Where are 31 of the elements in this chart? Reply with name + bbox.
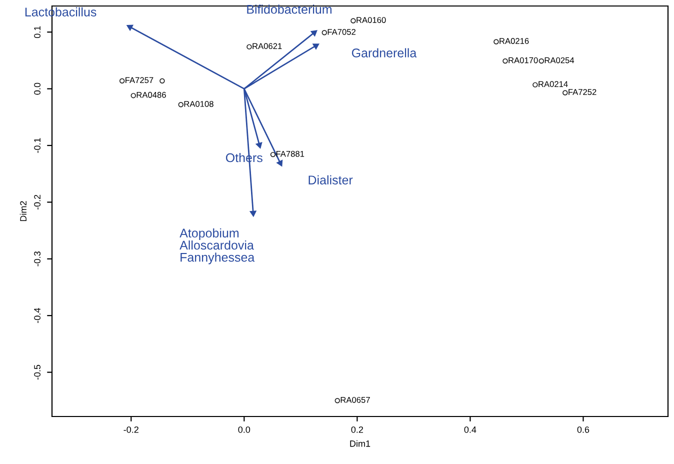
data-label: RA0621 — [252, 43, 282, 50]
data-label: RA0214 — [538, 81, 568, 88]
y-axis-title: Dim2 — [20, 201, 26, 222]
data-label: FA7252 — [568, 89, 596, 95]
text: Dialister — [308, 175, 353, 184]
y-tick-label: -0.1 — [34, 138, 40, 153]
data-label: RA0254 — [544, 57, 574, 64]
data-label: RA0657 — [340, 396, 370, 403]
x-axis-title: Dim1 — [350, 440, 370, 447]
data-label: FA7881 — [276, 150, 304, 157]
y-tick-label: 0.0 — [34, 82, 40, 95]
data-label: RA0216 — [500, 38, 529, 44]
y-tick-label: -0.3 — [34, 251, 40, 266]
x-tick-label: 0.6 — [577, 426, 590, 433]
y-tick-label: 0.1 — [34, 26, 40, 38]
data-label: RA0486 — [136, 92, 166, 98]
data-label: FA7257 — [126, 77, 154, 84]
x-tick-label: -0.2 — [124, 426, 138, 433]
x-tick-label: 0.2 — [351, 426, 363, 433]
x-tick-label: 0.0 — [238, 426, 250, 433]
data-label: RA0170 — [508, 57, 538, 64]
y-tick-label: -0.4 — [34, 308, 40, 323]
series-label: Bifidobacterium — [247, 4, 332, 14]
series-label: Atopobium Alloscardovia Fannyhessea — [180, 228, 255, 264]
y-tick-label: -0.2 — [34, 194, 40, 210]
data-label: RA0108 — [184, 100, 214, 107]
data-label: RA0160 — [356, 17, 386, 23]
text: Gardnerella — [352, 48, 417, 58]
x-tick-label: 0.4 — [464, 426, 476, 433]
data-label: FA7052 — [328, 28, 356, 35]
y-tick-label: -0.5 — [34, 364, 40, 380]
